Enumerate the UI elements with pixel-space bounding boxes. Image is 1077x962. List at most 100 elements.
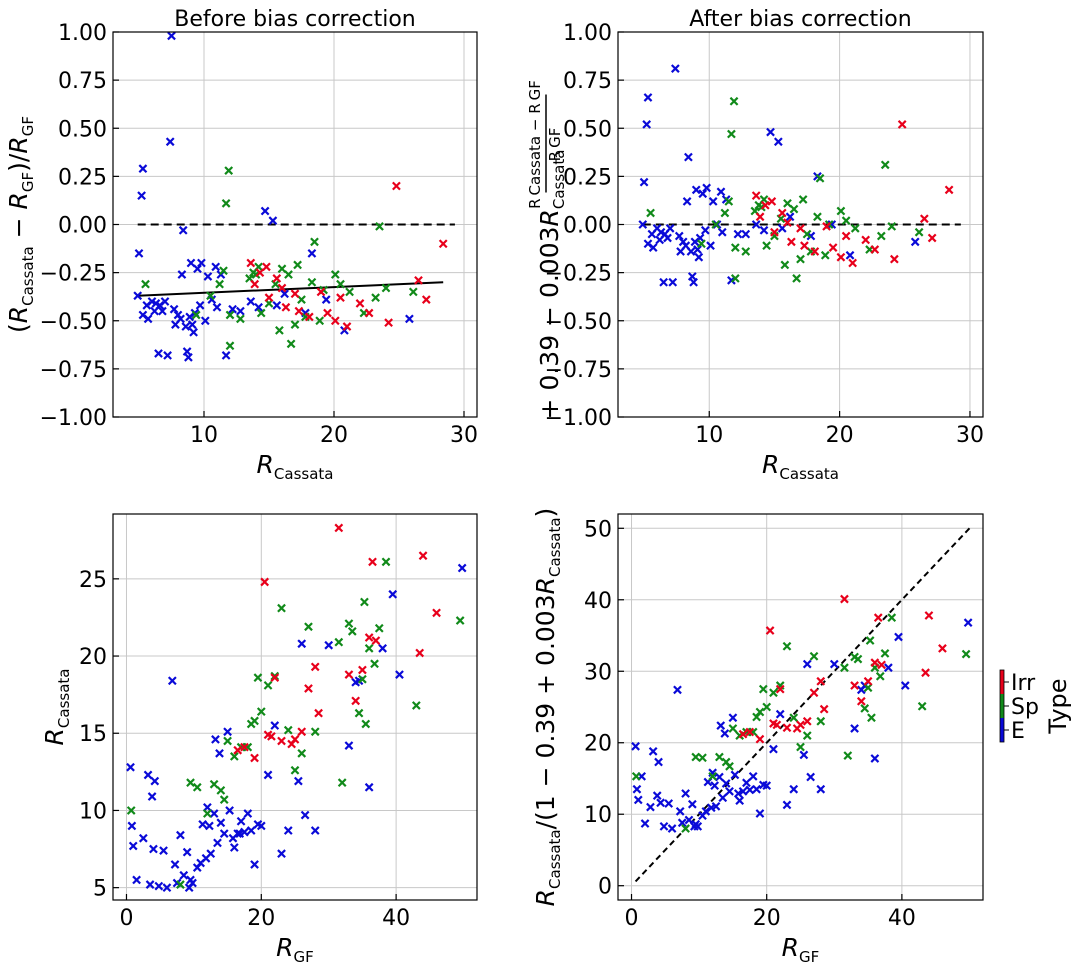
- data-point: [850, 223, 860, 233]
- data-point: [659, 821, 669, 831]
- data-point: [154, 881, 164, 891]
- x-tick-label: 20: [320, 423, 348, 448]
- data-point: [816, 716, 826, 726]
- data-point: [197, 258, 206, 268]
- y-tick-label: 0.25: [563, 165, 612, 190]
- data-point: [889, 254, 899, 264]
- data-point: [716, 721, 726, 730]
- x-tick-label: 20: [826, 423, 854, 448]
- data-point: [897, 120, 907, 129]
- data-point: [792, 274, 801, 283]
- data-point: [924, 611, 934, 620]
- data-point: [236, 306, 245, 316]
- data-point: [158, 306, 167, 316]
- data-point: [725, 786, 734, 796]
- data-point: [789, 204, 799, 214]
- data-point: [728, 713, 738, 723]
- y-label-fraction-denominator: R GF: [546, 128, 564, 162]
- data-point: [186, 258, 196, 268]
- data-point: [191, 310, 201, 320]
- data-point: [290, 765, 300, 775]
- data-point: [370, 659, 379, 669]
- data-point: [667, 824, 677, 833]
- data-point: [290, 735, 300, 744]
- data-point: [321, 295, 331, 304]
- data-point: [718, 793, 728, 803]
- data-point: [910, 237, 920, 247]
- data-point: [691, 752, 701, 762]
- data-point: [310, 826, 320, 835]
- data-point: [887, 222, 897, 231]
- data-point: [192, 782, 202, 792]
- data-point: [314, 708, 323, 718]
- data-point: [762, 702, 772, 712]
- data-point: [681, 789, 690, 798]
- data-point: [759, 225, 769, 235]
- data-point: [351, 696, 361, 706]
- data-point: [213, 838, 222, 848]
- data-point: [280, 289, 289, 299]
- colorbar-segment-sp: [1000, 694, 1004, 718]
- data-point: [284, 270, 293, 279]
- data-point: [347, 626, 357, 636]
- data-point: [254, 302, 263, 312]
- data-point: [917, 701, 927, 711]
- data-point: [167, 31, 176, 41]
- data-point: [405, 314, 414, 324]
- data-point: [783, 218, 792, 227]
- data-point: [822, 222, 831, 231]
- data-point: [300, 810, 310, 820]
- data-point: [711, 220, 721, 229]
- data-point: [725, 761, 734, 771]
- data-point: [145, 880, 155, 889]
- data-point: [193, 264, 202, 274]
- data-point: [758, 684, 768, 694]
- data-point: [364, 633, 374, 642]
- data-point: [186, 778, 195, 788]
- data-point: [337, 778, 347, 788]
- y-tick-label: 20: [79, 645, 107, 670]
- data-point: [272, 274, 282, 283]
- data-point: [159, 846, 168, 855]
- data-point: [691, 185, 701, 195]
- data-point: [286, 339, 296, 349]
- data-point: [841, 216, 851, 226]
- data-point: [711, 801, 721, 811]
- data-point: [307, 277, 317, 287]
- data-point: [873, 613, 883, 623]
- y-tick-label: −0.50: [545, 310, 612, 335]
- data-point: [938, 644, 947, 653]
- data-point: [721, 779, 731, 788]
- data-point: [169, 304, 179, 314]
- data-point: [700, 225, 710, 235]
- data-point: [411, 701, 421, 710]
- data-point: [225, 310, 235, 320]
- data-point: [729, 96, 739, 106]
- data-point: [143, 770, 153, 780]
- data-point: [716, 187, 726, 197]
- data-point: [810, 247, 820, 256]
- y-axis-label: RCassata: [40, 669, 73, 746]
- data-point: [334, 523, 344, 533]
- data-point: [432, 608, 441, 618]
- data-point: [741, 247, 751, 256]
- data-point: [219, 829, 229, 838]
- data-point: [127, 821, 137, 831]
- series-irr: [751, 120, 954, 268]
- data-point: [815, 173, 825, 183]
- y-tick-label: 0.00: [58, 214, 107, 239]
- data-point: [421, 295, 431, 304]
- data-point: [782, 723, 792, 733]
- data-point: [310, 727, 320, 737]
- data-point: [246, 297, 256, 306]
- data-point: [378, 643, 388, 653]
- data-point: [189, 327, 198, 337]
- data-point: [229, 843, 239, 852]
- data-point: [738, 786, 748, 796]
- data-point: [297, 639, 307, 649]
- data-point: [206, 291, 215, 301]
- chart-title: After bias correction: [689, 7, 911, 32]
- data-point: [364, 782, 374, 792]
- data-point: [272, 300, 282, 310]
- data-point: [745, 785, 755, 795]
